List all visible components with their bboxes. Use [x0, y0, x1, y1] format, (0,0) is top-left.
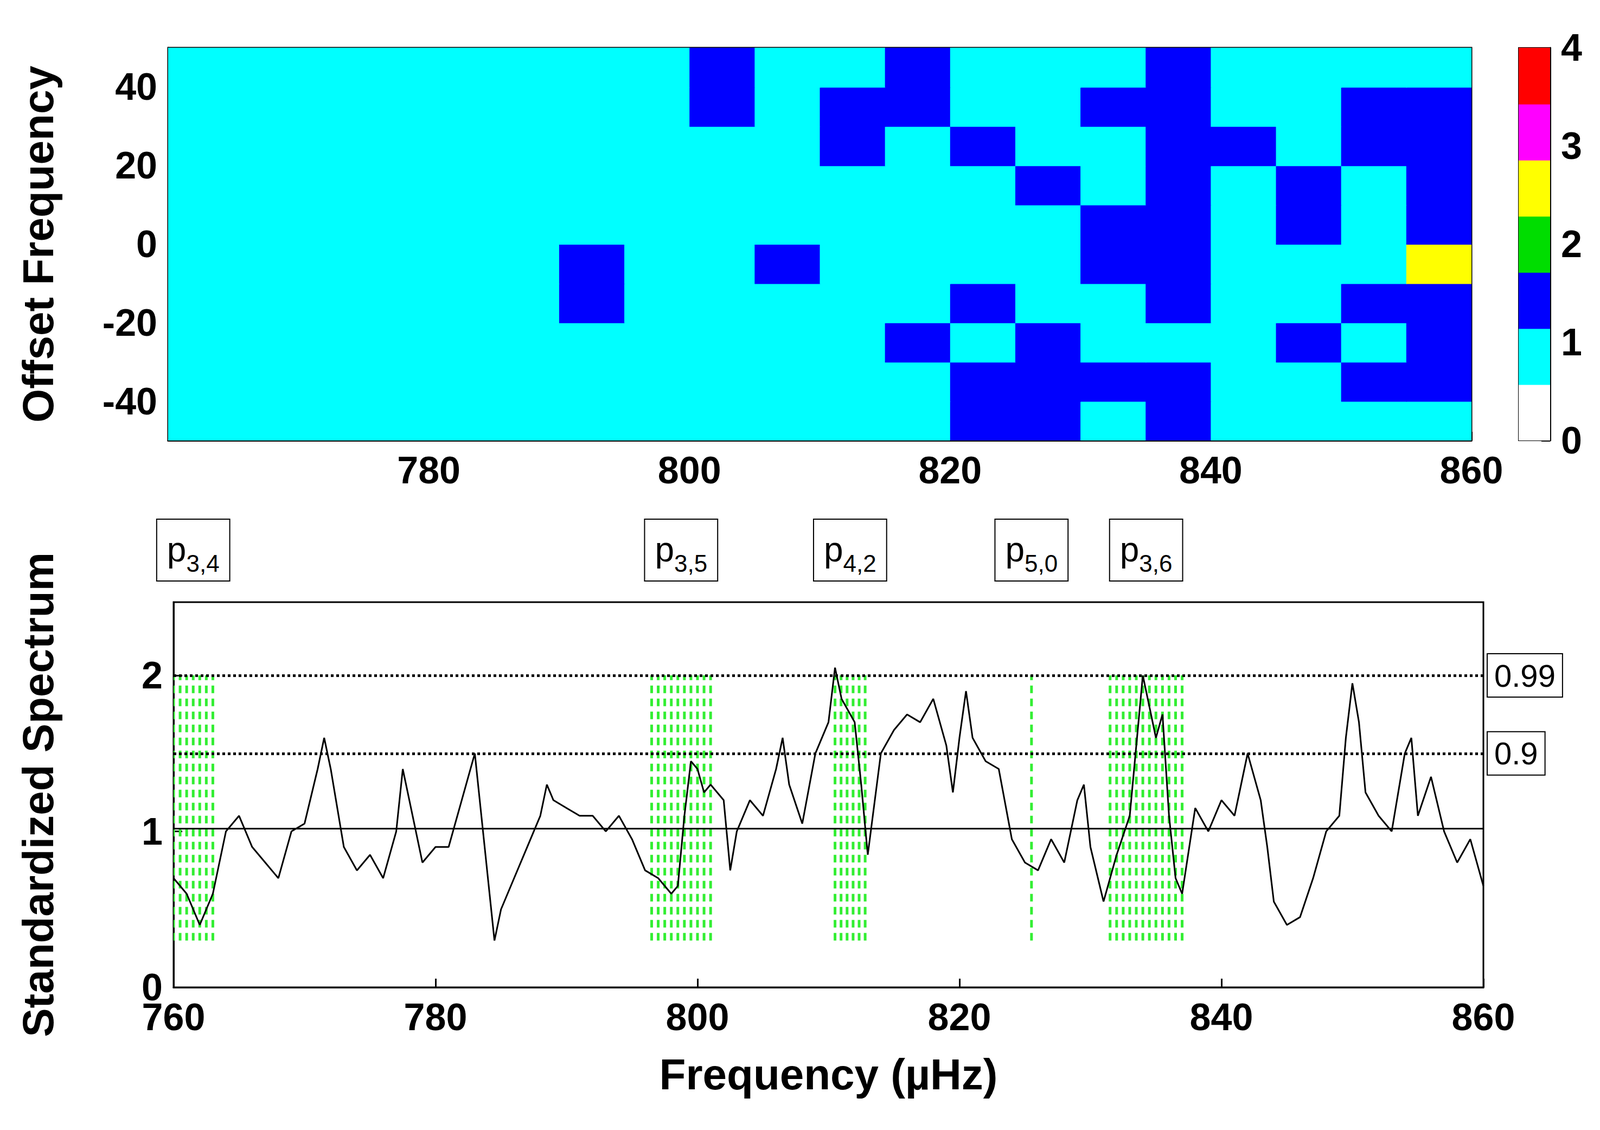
- svg-text:Frequency (µHz): Frequency (µHz): [659, 1050, 998, 1099]
- svg-text:800: 800: [657, 449, 722, 492]
- svg-text:0: 0: [1560, 419, 1583, 462]
- svg-text:820: 820: [918, 449, 982, 492]
- svg-text:1: 1: [141, 810, 163, 853]
- svg-text:p: p: [654, 529, 675, 569]
- svg-text:-40: -40: [102, 380, 158, 423]
- svg-text:800: 800: [666, 995, 730, 1039]
- svg-text:760: 760: [142, 995, 206, 1039]
- svg-text:4: 4: [1560, 26, 1583, 69]
- svg-text:3: 3: [1560, 124, 1583, 168]
- svg-text:3,5: 3,5: [674, 549, 708, 577]
- svg-text:p: p: [167, 529, 187, 569]
- svg-text:860: 860: [1440, 449, 1504, 492]
- svg-text:4,2: 4,2: [843, 549, 877, 577]
- svg-text:40: 40: [114, 65, 158, 108]
- svg-text:780: 780: [404, 995, 468, 1039]
- svg-text:860: 860: [1451, 995, 1516, 1039]
- svg-text:1: 1: [1560, 321, 1583, 364]
- svg-text:2: 2: [1560, 222, 1583, 266]
- svg-text:3,4: 3,4: [186, 549, 220, 577]
- svg-text:0: 0: [136, 222, 158, 266]
- svg-text:0.9: 0.9: [1494, 735, 1539, 771]
- svg-text:840: 840: [1179, 449, 1243, 492]
- svg-text:20: 20: [114, 144, 158, 187]
- svg-text:5,0: 5,0: [1024, 549, 1058, 577]
- svg-text:780: 780: [397, 449, 461, 492]
- svg-text:820: 820: [928, 995, 992, 1039]
- svg-text:Offset Frequency: Offset Frequency: [14, 65, 63, 423]
- svg-text:p: p: [1005, 529, 1025, 569]
- svg-text:2: 2: [141, 654, 163, 697]
- svg-text:p: p: [1120, 529, 1140, 569]
- svg-text:840: 840: [1189, 995, 1254, 1039]
- svg-text:3,6: 3,6: [1138, 549, 1173, 577]
- svg-text:0.99: 0.99: [1494, 657, 1556, 694]
- svg-text:p: p: [823, 529, 844, 569]
- svg-text:-20: -20: [102, 301, 158, 344]
- svg-text:Standardized Spectrum: Standardized Spectrum: [14, 552, 63, 1038]
- svg-text:0: 0: [141, 965, 163, 1009]
